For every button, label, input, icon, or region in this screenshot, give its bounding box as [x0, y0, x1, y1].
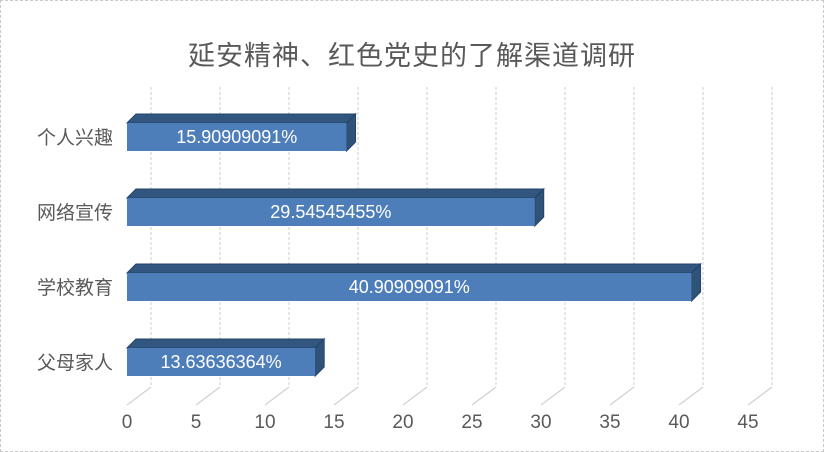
bar-top-face: [125, 338, 326, 349]
x-tick-label: 35: [599, 412, 620, 433]
category-label: 学校教育: [37, 277, 113, 299]
x-tick-label: 45: [737, 412, 758, 433]
bar-front-face: [127, 123, 347, 151]
x-tick-label: 40: [668, 412, 689, 433]
category-label: 父母家人: [37, 352, 113, 374]
x-tick-label: 15: [323, 412, 344, 433]
floor-gridline: [678, 386, 704, 406]
x-tick-label: 25: [461, 412, 482, 433]
floor-gridline: [126, 386, 152, 406]
bar-front-face: [127, 198, 535, 226]
floor-gridline: [471, 386, 497, 406]
bar-top-face: [125, 263, 702, 274]
x-tick-label: 30: [530, 412, 551, 433]
floor-gridline: [333, 386, 359, 406]
chart-title: 延安精神、红色党史的了解渠道调研: [188, 41, 636, 71]
bar-top-face: [125, 188, 545, 199]
x-tick-label: 20: [392, 412, 413, 433]
floor-gridline: [747, 386, 773, 406]
x-tick-label: 5: [191, 412, 202, 433]
floor-gridline: [609, 386, 635, 406]
floor-gridline: [264, 386, 290, 406]
floor-gridline: [402, 386, 428, 406]
floor-gridline: [540, 386, 566, 406]
floor-gridline: [195, 386, 221, 406]
bar-data-label: 13.63636364%: [161, 352, 282, 372]
category-label: 个人兴趣: [37, 127, 113, 149]
bar-front-face: [127, 348, 316, 376]
category-label: 网络宣传: [37, 202, 113, 224]
x-tick-label: 0: [122, 412, 133, 433]
bar-data-label: 29.54545455%: [270, 202, 391, 222]
bar-data-label: 15.90909091%: [176, 127, 297, 147]
bar-front-face: [127, 273, 692, 301]
bar-data-label: 40.90909091%: [349, 277, 470, 297]
bar-top-face: [125, 113, 357, 124]
x-tick-label: 10: [254, 412, 275, 433]
